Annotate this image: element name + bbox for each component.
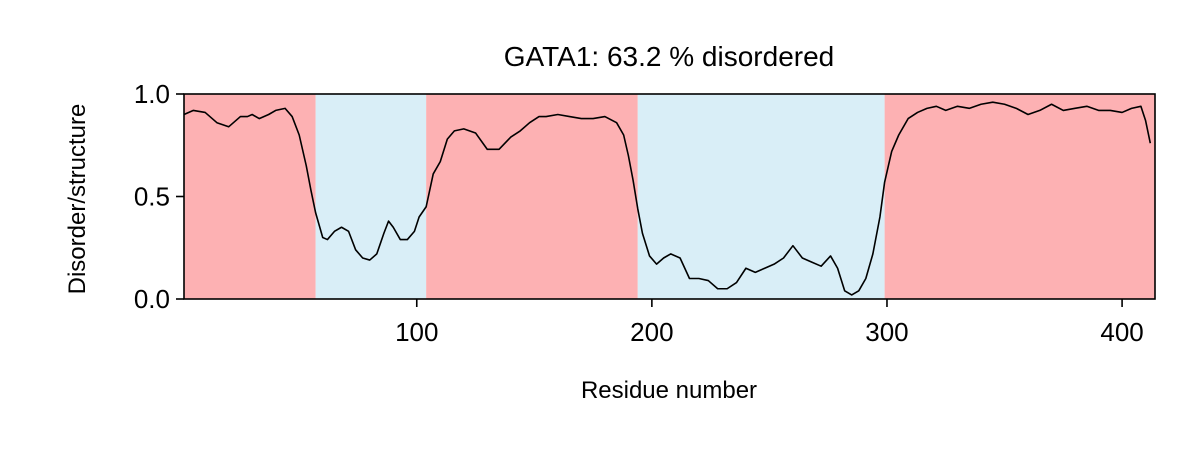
y-tick-label: 0.5: [134, 182, 170, 212]
y-tick-label: 1.0: [134, 79, 170, 109]
x-axis-label: Residue number: [581, 377, 757, 404]
chart-title: GATA1: 63.2 % disordered: [504, 41, 834, 72]
x-tick-label: 200: [630, 317, 673, 347]
region-structured-1: [315, 94, 427, 299]
ticks-layer: 100 200 300 400 0.0 0.5 1.0: [134, 79, 1144, 347]
x-tick-label: 400: [1100, 317, 1143, 347]
regions-layer: [184, 94, 1155, 299]
y-axis-label: Disorder/structure: [64, 104, 91, 295]
line-layer: [183, 101, 1152, 296]
region-disordered-0: [184, 94, 316, 299]
x-tick-label: 300: [865, 317, 908, 347]
y-tick-label: 0.0: [134, 284, 170, 314]
x-tick-label: 100: [395, 317, 438, 347]
disorder-series-line-0: [183, 101, 1152, 296]
region-disordered-4: [884, 94, 1155, 299]
region-disordered-2: [426, 94, 638, 299]
region-structured-3: [637, 94, 885, 299]
